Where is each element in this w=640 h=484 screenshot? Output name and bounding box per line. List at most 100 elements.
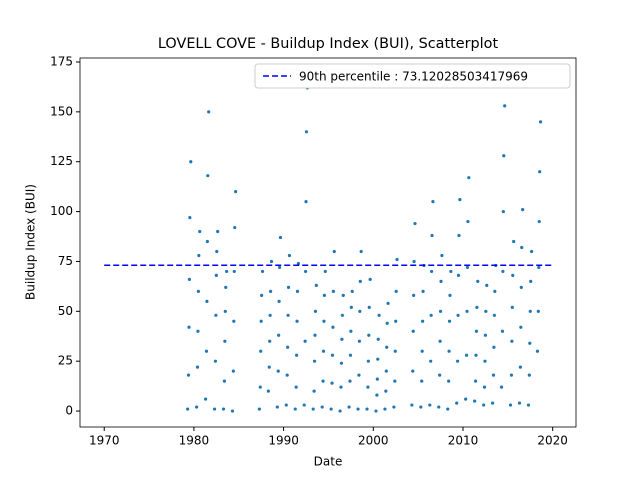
data-point — [338, 409, 342, 413]
data-point — [286, 313, 290, 317]
y-tick-label: 150 — [50, 104, 73, 118]
data-point — [214, 313, 218, 317]
data-point — [438, 373, 442, 377]
data-point — [287, 253, 292, 258]
data-point — [269, 259, 274, 264]
data-point — [502, 154, 506, 158]
data-point — [294, 385, 298, 389]
data-point — [392, 405, 396, 409]
data-point — [465, 309, 469, 313]
data-point — [499, 385, 504, 389]
data-point — [357, 339, 361, 343]
data-point — [358, 309, 362, 313]
data-point — [517, 401, 522, 405]
data-point — [538, 120, 543, 124]
data-point — [196, 289, 200, 293]
data-point — [508, 403, 513, 407]
data-point — [376, 357, 380, 361]
data-point — [527, 373, 531, 377]
data-point — [285, 373, 289, 377]
data-point — [257, 407, 261, 411]
data-point — [267, 365, 271, 369]
data-point — [421, 289, 425, 293]
data-point — [356, 407, 360, 411]
data-point — [350, 289, 354, 293]
data-point — [268, 289, 273, 293]
y-tick-label: 50 — [58, 304, 73, 318]
data-point — [429, 359, 433, 363]
data-point — [376, 337, 380, 341]
data-point — [295, 289, 300, 293]
data-point — [419, 405, 423, 409]
data-point — [259, 349, 263, 353]
data-point — [429, 269, 434, 274]
data-point — [420, 379, 424, 383]
data-point — [223, 339, 227, 343]
data-point — [340, 313, 344, 317]
data-point — [330, 381, 334, 385]
data-point — [277, 333, 281, 337]
data-point — [439, 279, 443, 283]
data-point — [384, 389, 388, 393]
data-point — [330, 353, 335, 357]
data-point — [278, 235, 283, 240]
data-point — [483, 333, 488, 337]
data-point — [538, 170, 542, 174]
data-point — [375, 393, 379, 397]
data-point — [321, 379, 325, 383]
data-point — [358, 279, 362, 283]
data-point — [437, 405, 441, 409]
x-tick-label: 1990 — [268, 434, 299, 448]
data-point — [484, 309, 488, 313]
data-point — [509, 373, 514, 377]
data-point — [348, 379, 352, 383]
data-point — [501, 269, 505, 274]
data-point — [187, 325, 191, 329]
data-point — [295, 319, 299, 323]
data-point — [189, 160, 193, 164]
data-point — [234, 190, 238, 194]
data-point — [207, 110, 211, 114]
data-point — [203, 397, 208, 401]
data-point — [528, 309, 532, 313]
data-point — [503, 104, 507, 108]
data-point — [482, 403, 486, 407]
data-point — [490, 401, 495, 405]
data-point — [393, 349, 397, 353]
data-point — [349, 305, 353, 309]
data-point — [341, 293, 345, 297]
data-point — [313, 333, 317, 337]
data-point — [492, 345, 496, 349]
data-point — [492, 313, 496, 317]
data-point — [213, 359, 218, 363]
data-point — [518, 365, 522, 369]
data-point — [537, 265, 541, 270]
data-point — [485, 283, 489, 287]
data-point — [186, 407, 190, 411]
data-point — [410, 403, 414, 407]
data-point — [367, 333, 371, 337]
data-point — [329, 407, 333, 411]
data-point — [529, 279, 533, 283]
data-point — [386, 301, 390, 305]
data-point — [266, 389, 270, 393]
data-point — [493, 289, 497, 293]
data-point — [258, 385, 262, 389]
chart-title: LOVELL COVE - Buildup Index (BUI), Scatt… — [158, 36, 499, 52]
data-point — [449, 269, 453, 274]
data-point — [205, 299, 209, 303]
data-point — [456, 359, 460, 363]
data-point — [431, 200, 435, 204]
data-point — [456, 273, 461, 278]
data-point — [447, 349, 451, 353]
data-point — [377, 313, 381, 317]
data-point — [510, 339, 514, 343]
data-point — [322, 319, 326, 323]
data-point — [473, 399, 477, 403]
data-point — [519, 285, 523, 289]
data-point — [467, 176, 471, 180]
data-point — [320, 405, 324, 409]
data-point — [260, 293, 264, 297]
data-point — [224, 285, 228, 289]
